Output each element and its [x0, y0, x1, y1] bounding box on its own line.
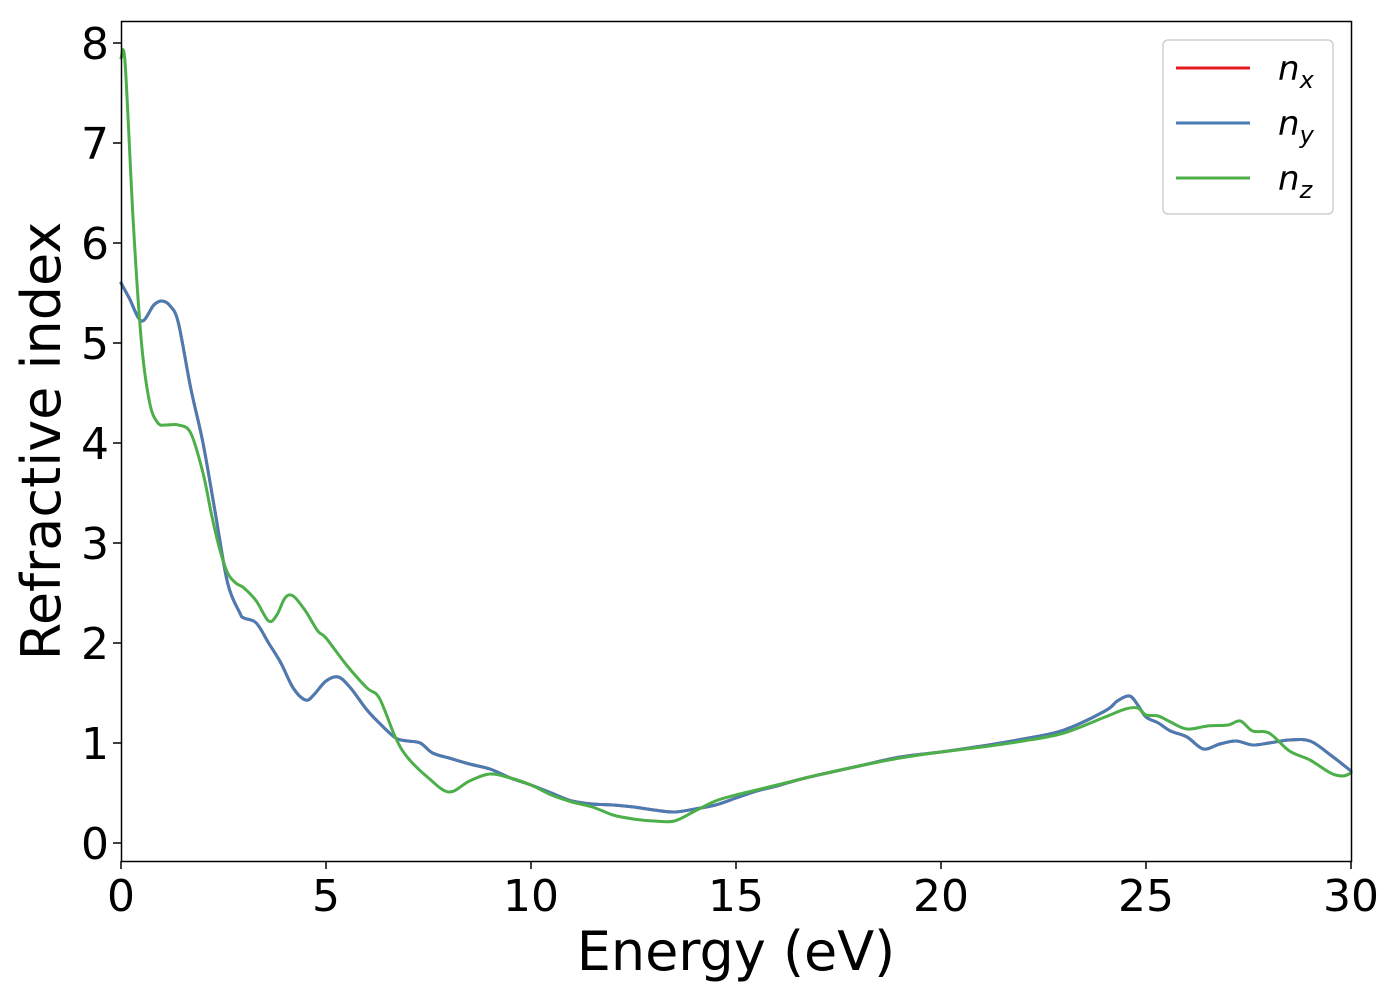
x-tick-label: 25 [1118, 871, 1174, 922]
y-tick-label: 8 [81, 19, 109, 70]
y-tick-label: 5 [81, 319, 109, 370]
y-tick-label: 3 [81, 519, 109, 570]
series-line-x [119, 281, 1353, 814]
x-tick-label: 20 [913, 871, 969, 922]
y-tick-label: 0 [81, 819, 109, 870]
y-tick-label: 4 [81, 419, 109, 470]
x-tick-label: 15 [708, 871, 764, 922]
series-layer [119, 48, 1353, 824]
y-axis-ticks: 0 1 2 3 4 5 6 7 8 [81, 19, 121, 870]
legend-box [1162, 39, 1334, 215]
x-tick-label: 0 [107, 871, 135, 922]
x-tick-label: 30 [1323, 871, 1379, 922]
y-tick-label: 6 [81, 219, 109, 270]
series-line-y [119, 281, 1353, 814]
x-axis-ticks: 0 5 10 15 20 25 30 [107, 861, 1379, 922]
y-axis-title: Refractive index [10, 222, 73, 661]
y-tick-label: 2 [81, 619, 109, 670]
y-tick-label: 1 [81, 719, 109, 770]
x-axis-title: Energy (eV) [577, 920, 896, 983]
series-line-z [119, 48, 1353, 824]
x-tick-label: 10 [503, 871, 559, 922]
x-tick-label: 5 [312, 871, 340, 922]
y-tick-label: 7 [81, 119, 109, 170]
